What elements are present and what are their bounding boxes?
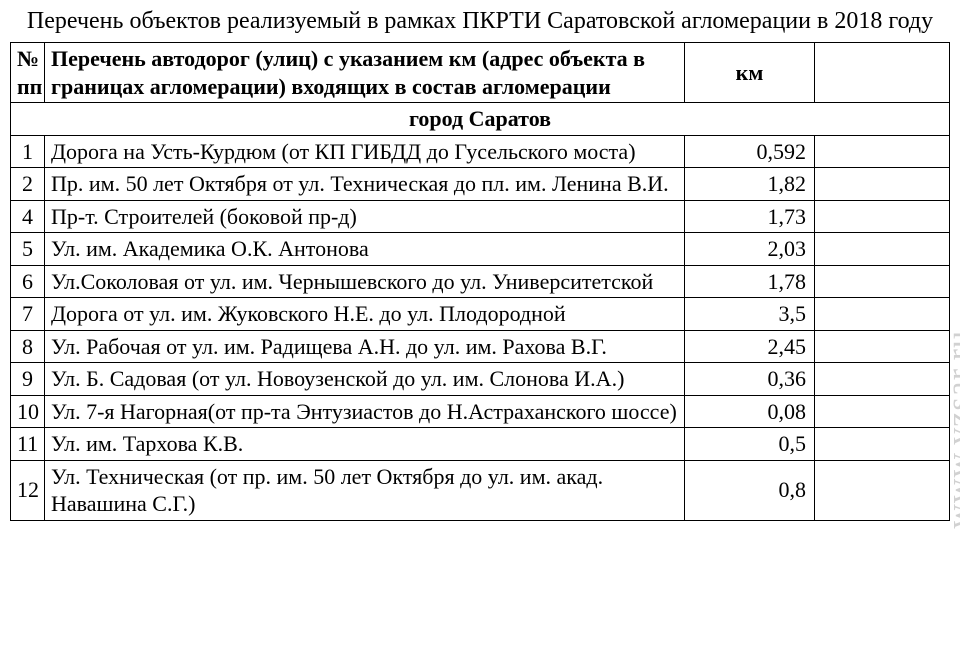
- cell-extra: [815, 363, 950, 396]
- cell-name: Пр-т. Строителей (боковой пр-д): [45, 200, 685, 233]
- cell-name: Ул. им. Академика О.К. Антонова: [45, 233, 685, 266]
- cell-num: 2: [11, 168, 45, 201]
- table-row: 1 Дорога на Усть-Курдюм (от КП ГИБДД до …: [11, 135, 950, 168]
- cell-extra: [815, 330, 950, 363]
- cell-num: 7: [11, 298, 45, 331]
- cell-km: 2,45: [685, 330, 815, 363]
- roads-table: № пп Перечень автодорог (улиц) с указани…: [10, 42, 950, 521]
- cell-extra: [815, 265, 950, 298]
- cell-num: 8: [11, 330, 45, 363]
- table-row: 9 Ул. Б. Садовая (от ул. Новоузенской до…: [11, 363, 950, 396]
- col-header-name: Перечень автодорог (улиц) с указанием км…: [45, 43, 685, 103]
- cell-km: 1,78: [685, 265, 815, 298]
- table-header-row: № пп Перечень автодорог (улиц) с указани…: [11, 43, 950, 103]
- cell-name: Дорога от ул. им. Жуковского Н.Е. до ул.…: [45, 298, 685, 331]
- table-body: город Саратов 1 Дорога на Усть-Курдюм (о…: [11, 103, 950, 521]
- cell-km: 0,36: [685, 363, 815, 396]
- cell-num: 12: [11, 460, 45, 520]
- table-row: 8 Ул. Рабочая от ул. им. Радищева А.Н. д…: [11, 330, 950, 363]
- cell-km: 1,82: [685, 168, 815, 201]
- document-title: Перечень объектов реализуемый в рамках П…: [10, 6, 950, 36]
- cell-km: 0,8: [685, 460, 815, 520]
- table-row: 10 Ул. 7-я Нагорная(от пр-та Энтузиастов…: [11, 395, 950, 428]
- cell-name: Ул. 7-я Нагорная(от пр-та Энтузиастов до…: [45, 395, 685, 428]
- col-header-km: км: [685, 43, 815, 103]
- cell-num: 5: [11, 233, 45, 266]
- cell-name: Ул. Рабочая от ул. им. Радищева А.Н. до …: [45, 330, 685, 363]
- cell-num: 11: [11, 428, 45, 461]
- table-row: 7 Дорога от ул. им. Жуковского Н.Е. до у…: [11, 298, 950, 331]
- cell-extra: [815, 233, 950, 266]
- cell-num: 6: [11, 265, 45, 298]
- cell-name: Ул. Б. Садовая (от ул. Новоузенской до у…: [45, 363, 685, 396]
- cell-extra: [815, 460, 950, 520]
- cell-name: Дорога на Усть-Курдюм (от КП ГИБДД до Гу…: [45, 135, 685, 168]
- cell-km: 1,73: [685, 200, 815, 233]
- cell-km: 0,5: [685, 428, 815, 461]
- cell-extra: [815, 395, 950, 428]
- cell-extra: [815, 168, 950, 201]
- col-header-extra: [815, 43, 950, 103]
- cell-km: 0,08: [685, 395, 815, 428]
- cell-name: Ул.Соколовая от ул. им. Чернышевского до…: [45, 265, 685, 298]
- table-row: 11 Ул. им. Тархова К.В. 0,5: [11, 428, 950, 461]
- document-page: Перечень объектов реализуемый в рамках П…: [0, 0, 960, 659]
- table-row: 4 Пр-т. Строителей (боковой пр-д) 1,73: [11, 200, 950, 233]
- cell-num: 4: [11, 200, 45, 233]
- section-row: город Саратов: [11, 103, 950, 136]
- cell-extra: [815, 200, 950, 233]
- cell-extra: [815, 428, 950, 461]
- col-header-num: № пп: [11, 43, 45, 103]
- cell-name: Пр. им. 50 лет Октября от ул. Техническа…: [45, 168, 685, 201]
- table-row: 6 Ул.Соколовая от ул. им. Чернышевского …: [11, 265, 950, 298]
- cell-name: Ул. Техническая (от пр. им. 50 лет Октяб…: [45, 460, 685, 520]
- cell-km: 2,03: [685, 233, 815, 266]
- section-title: город Саратов: [11, 103, 950, 136]
- cell-km: 0,592: [685, 135, 815, 168]
- cell-num: 9: [11, 363, 45, 396]
- cell-num: 10: [11, 395, 45, 428]
- table-row: 12 Ул. Техническая (от пр. им. 50 лет Ок…: [11, 460, 950, 520]
- cell-extra: [815, 135, 950, 168]
- table-row: 5 Ул. им. Академика О.К. Антонова 2,03: [11, 233, 950, 266]
- cell-num: 1: [11, 135, 45, 168]
- cell-name: Ул. им. Тархова К.В.: [45, 428, 685, 461]
- table-row: 2 Пр. им. 50 лет Октября от ул. Техничес…: [11, 168, 950, 201]
- cell-extra: [815, 298, 950, 331]
- cell-km: 3,5: [685, 298, 815, 331]
